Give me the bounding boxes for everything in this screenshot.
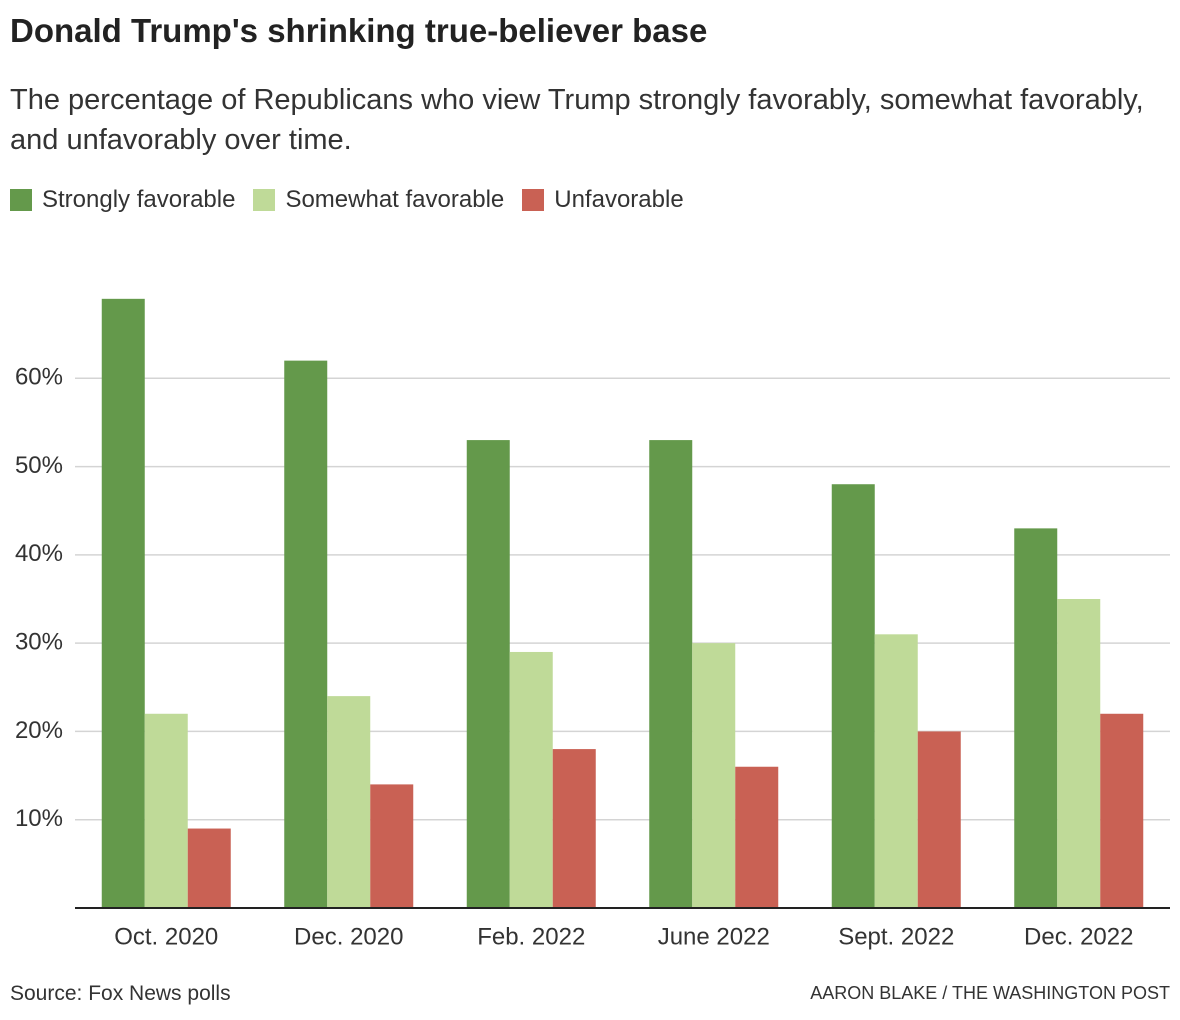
y-tick-label: 20% (15, 717, 63, 744)
legend-label: Somewhat favorable (285, 186, 505, 213)
bar (831, 484, 875, 908)
bar (101, 298, 145, 908)
y-tick-label: 60% (15, 364, 63, 391)
bar (466, 440, 510, 908)
x-tick-label: Sept. 2022 (838, 923, 954, 950)
source: Source: Fox News polls (10, 982, 231, 1005)
x-tick-label: Feb. 2022 (477, 923, 585, 950)
legend-swatch (522, 189, 545, 211)
chart-subtitle: The percentage of Republicans who view T… (10, 84, 1144, 156)
bar (1057, 599, 1101, 908)
y-tick-label: 40% (15, 540, 63, 567)
bar (509, 651, 553, 908)
y-tick-label: 10% (15, 805, 63, 832)
x-tick-label: June 2022 (658, 923, 770, 950)
legend-item: Somewhat favorable (253, 186, 504, 214)
legend-item: Strongly favorable (10, 186, 235, 214)
legend-item: Unfavorable (522, 186, 684, 214)
legend-swatch (10, 189, 32, 211)
bar (874, 634, 918, 908)
chart-title: Donald Trump's shrinking true-believer b… (10, 12, 708, 49)
legend-label: Strongly favorable (42, 186, 236, 213)
x-tick-label: Dec. 2020 (294, 923, 403, 950)
bar (370, 784, 414, 908)
legend: Strongly favorable Somewhat favorable Unfa… (10, 186, 684, 214)
y-tick-label: 50% (15, 452, 63, 479)
x-tick-label: Dec. 2022 (1024, 923, 1133, 950)
bar (649, 440, 693, 908)
bar (187, 828, 231, 908)
bar (1014, 528, 1058, 908)
bar (327, 696, 371, 908)
y-tick-label: 30% (15, 628, 63, 655)
bar (284, 360, 328, 909)
bar (917, 731, 961, 908)
legend-label: Unfavorable (554, 186, 684, 213)
bar (144, 713, 188, 908)
legend-swatch (253, 189, 276, 211)
bar (552, 749, 596, 908)
x-tick-label: Oct. 2020 (114, 923, 218, 950)
bar (692, 643, 736, 908)
bar (1100, 713, 1144, 908)
credit: AARON BLAKE / THE WASHINGTON POST (810, 983, 1170, 1003)
bar (735, 766, 779, 908)
